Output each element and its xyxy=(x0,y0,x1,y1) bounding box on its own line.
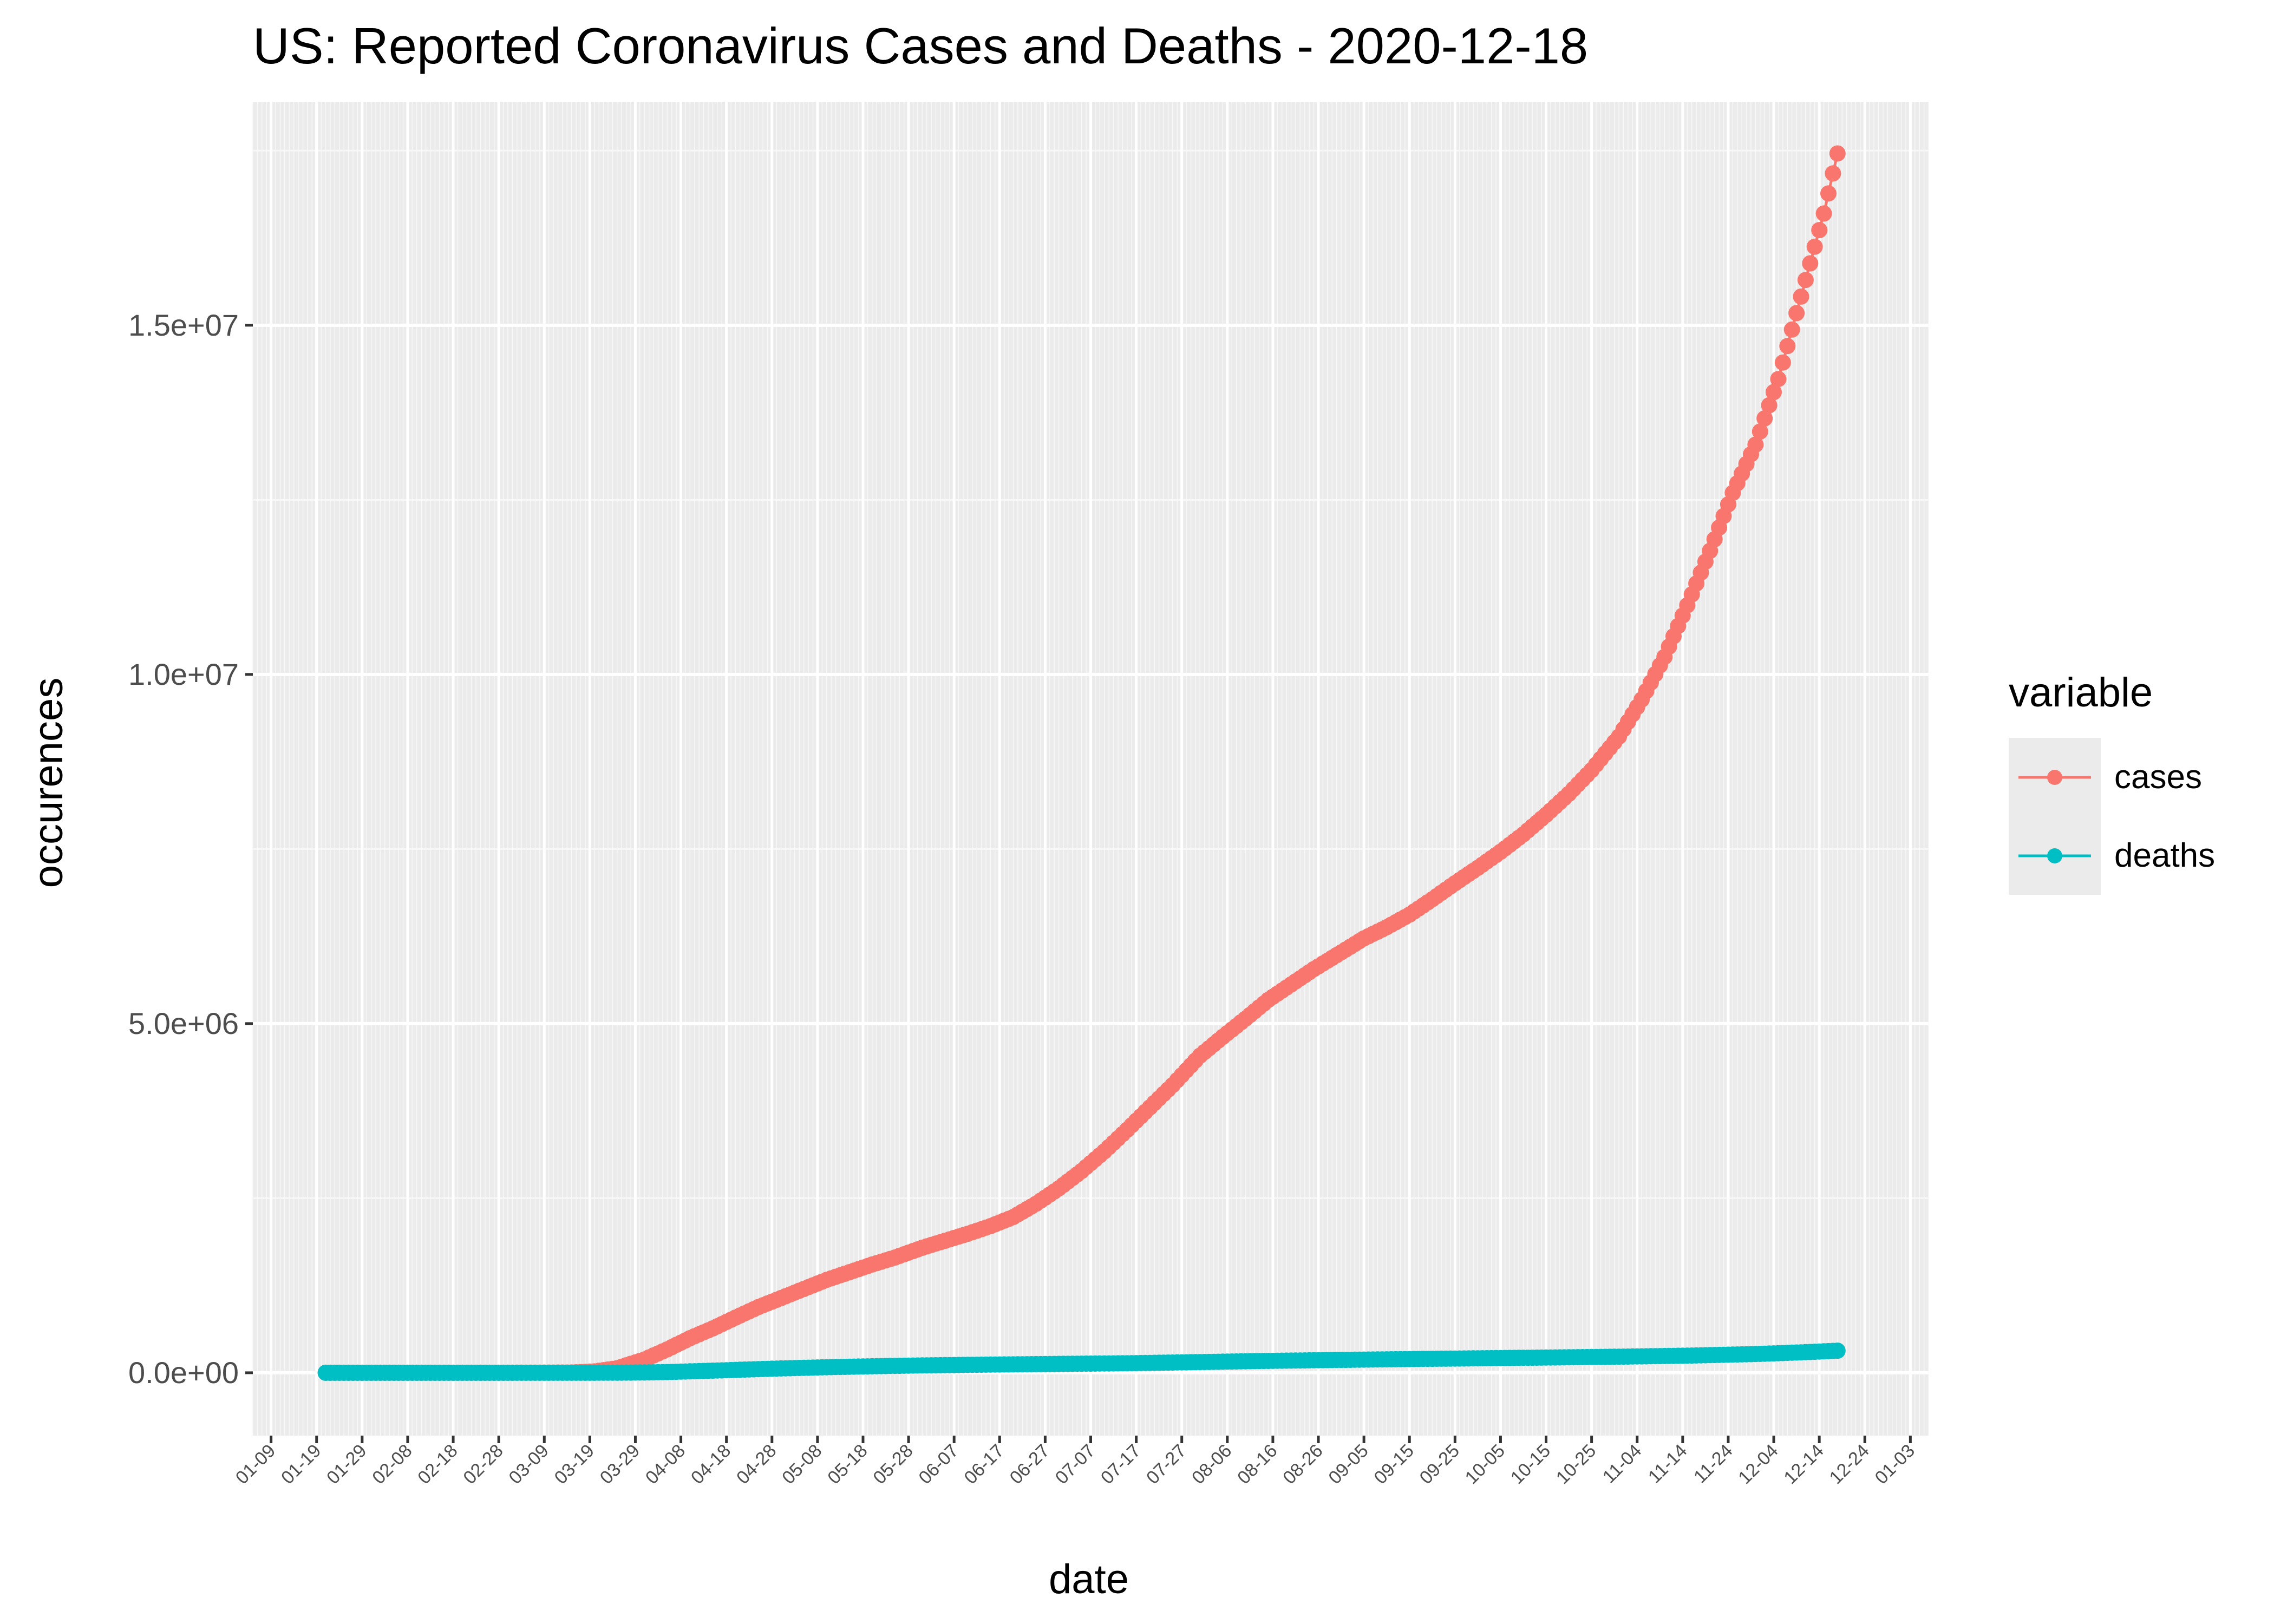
x-tick-label: 12-14 xyxy=(1780,1440,1827,1488)
x-tick-label: 03-09 xyxy=(505,1440,553,1488)
data-point-cases xyxy=(1802,255,1819,272)
data-point-cases xyxy=(1811,222,1828,239)
y-tick-label: 1.5e+07 xyxy=(128,308,239,342)
x-tick-label: 09-25 xyxy=(1416,1440,1463,1488)
x-tick-label: 01-03 xyxy=(1871,1440,1919,1488)
data-point-cases xyxy=(1825,165,1841,182)
legend-marker-cases xyxy=(2047,770,2062,785)
x-tick-label: 09-05 xyxy=(1324,1440,1372,1488)
x-tick-label: 01-19 xyxy=(277,1440,325,1488)
data-point-cases xyxy=(1788,305,1805,322)
x-tick-label: 04-28 xyxy=(733,1440,780,1488)
legend-label-deaths: deaths xyxy=(2114,837,2216,874)
x-tick-label: 04-08 xyxy=(642,1440,689,1488)
x-tick-label: 05-28 xyxy=(869,1440,917,1488)
x-tick-label: 08-16 xyxy=(1233,1440,1281,1488)
data-point-cases xyxy=(1747,436,1764,453)
data-point-cases xyxy=(1766,384,1782,401)
x-tick-label: 10-05 xyxy=(1461,1440,1509,1488)
legend-label-cases: cases xyxy=(2114,758,2202,796)
x-tick-label: 11-24 xyxy=(1690,1440,1737,1488)
data-point-cases xyxy=(1779,338,1796,355)
x-tick-label: 11-14 xyxy=(1644,1440,1691,1488)
data-point-cases xyxy=(1815,205,1832,222)
x-tick-label: 05-08 xyxy=(778,1440,826,1488)
data-point-cases xyxy=(1820,185,1837,202)
data-point-cases xyxy=(1770,371,1787,388)
data-point-cases xyxy=(1783,321,1800,338)
legend-swatches xyxy=(2018,770,2091,863)
data-point-cases xyxy=(1829,145,1846,162)
data-point-cases xyxy=(1797,272,1814,289)
x-tick-label: 07-07 xyxy=(1051,1440,1099,1488)
chart-title: US: Reported Coronavirus Cases and Death… xyxy=(253,17,1589,74)
y-tick-label: 5.0e+06 xyxy=(128,1006,239,1040)
y-tick-label: 0.0e+00 xyxy=(128,1355,239,1390)
series-deaths xyxy=(317,1343,1846,1381)
data-point-cases xyxy=(1793,288,1809,305)
x-tick-label: 05-18 xyxy=(824,1440,871,1488)
x-tick-label: 03-29 xyxy=(596,1440,644,1488)
x-axis-title: date xyxy=(1049,1556,1129,1602)
legend-keys xyxy=(2009,738,2101,895)
data-point-cases xyxy=(1752,423,1768,440)
x-tick-label: 11-04 xyxy=(1599,1440,1646,1488)
data-point-cases xyxy=(1774,354,1791,371)
data-point-cases xyxy=(1756,410,1773,427)
x-tick-label: 01-29 xyxy=(323,1440,370,1488)
legend-title: variable xyxy=(2009,670,2153,716)
x-tick-label: 12-24 xyxy=(1826,1440,1873,1488)
data-point-cases xyxy=(1761,397,1778,414)
x-tick-label: 12-04 xyxy=(1734,1440,1782,1488)
y-tick-label: 1.0e+07 xyxy=(128,657,239,691)
x-tick-label: 09-15 xyxy=(1370,1440,1418,1488)
x-tick-label: 08-26 xyxy=(1279,1440,1327,1488)
x-tick-label: 08-06 xyxy=(1188,1440,1236,1488)
x-tick-label: 06-17 xyxy=(960,1440,1008,1488)
x-tick-label: 02-28 xyxy=(459,1440,507,1488)
y-axis-title: occurences xyxy=(25,677,71,888)
x-tick-label: 01-09 xyxy=(232,1440,279,1488)
x-tick-label: 02-08 xyxy=(368,1440,416,1488)
data-point-cases xyxy=(1806,238,1823,255)
x-tick-label: 10-25 xyxy=(1552,1440,1600,1488)
x-tick-label: 06-07 xyxy=(914,1440,962,1488)
x-tick-label: 06-27 xyxy=(1006,1440,1054,1488)
x-tick-label: 02-18 xyxy=(414,1440,461,1488)
x-tick-label: 07-17 xyxy=(1097,1440,1145,1488)
x-tick-label: 10-15 xyxy=(1507,1440,1554,1488)
data-point-deaths xyxy=(1829,1343,1846,1359)
legend-marker-deaths xyxy=(2047,848,2062,863)
x-tick-label: 04-18 xyxy=(687,1440,735,1488)
x-tick-label: 07-27 xyxy=(1142,1440,1190,1488)
x-tick-label: 03-19 xyxy=(551,1440,598,1488)
